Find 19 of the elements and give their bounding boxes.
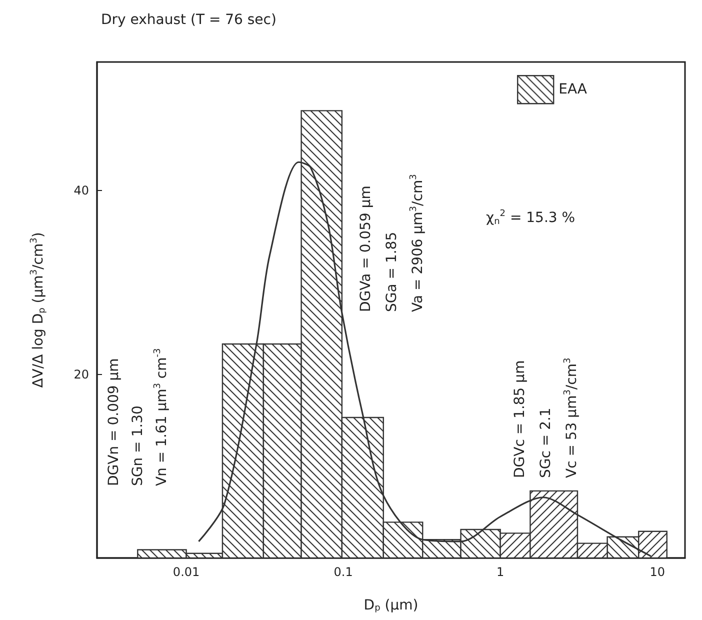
annotation: Va = 2906 µm3/cm3 (409, 174, 426, 312)
x-axis-title: Dp (µm) (364, 598, 418, 614)
annotation: DGVa = 0.059 µm (358, 186, 374, 312)
annotation: Vc = 53 µm3/cm3 (563, 358, 580, 478)
annotation: SGn = 1.30 (130, 406, 146, 486)
chart-title: Dry exhaust (T = 76 sec) (101, 12, 276, 28)
y-tick-label: 40 (74, 184, 89, 198)
x-tick-label: 1 (496, 565, 504, 579)
x-tick-label: 0.01 (172, 565, 200, 579)
y-tick-label: 20 (74, 367, 89, 382)
annotation: DGVn = 0.009 µm (106, 358, 122, 486)
x-tick-label: 0.1 (334, 565, 353, 579)
annotation: SGc = 2.1 (538, 408, 554, 478)
annotation: Vn = 1.61 µm3 cm-3 (153, 348, 170, 486)
legend-label: EAA (558, 82, 588, 98)
x-tick-label: 10 (650, 565, 665, 579)
annotation: DGVc = 1.85 µm (512, 360, 528, 478)
y-axis-title: ΔV/Δ log Dp (µm3/cm3) (30, 232, 48, 388)
annotation: SGa = 1.85 (384, 232, 400, 312)
